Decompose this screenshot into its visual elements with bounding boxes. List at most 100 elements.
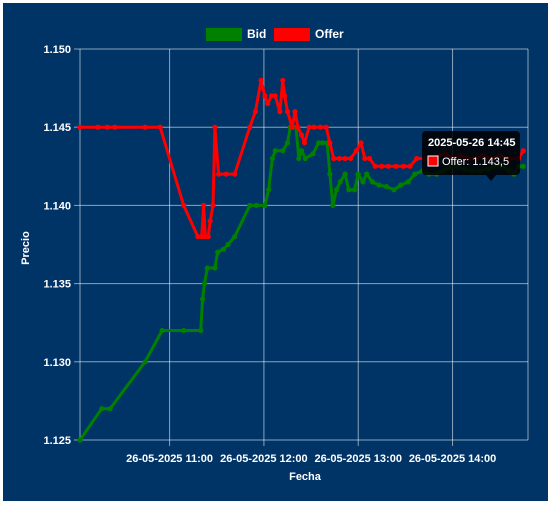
data-point[interactable] (268, 93, 275, 99)
data-point[interactable] (353, 148, 359, 154)
data-point[interactable] (366, 155, 373, 162)
data-point[interactable] (284, 140, 291, 146)
data-point[interactable] (369, 179, 375, 185)
data-point[interactable] (199, 234, 205, 240)
data-point[interactable] (207, 218, 213, 224)
data-point[interactable] (181, 202, 187, 208)
data-point[interactable] (292, 109, 298, 115)
data-point[interactable] (200, 296, 206, 302)
data-point[interactable] (379, 163, 385, 169)
data-point[interactable] (333, 187, 340, 193)
legend-swatch-offer[interactable] (274, 28, 310, 41)
data-point[interactable] (266, 187, 272, 193)
data-point[interactable] (337, 179, 343, 185)
data-point[interactable] (280, 77, 286, 83)
data-point[interactable] (360, 179, 366, 185)
data-point[interactable] (205, 234, 211, 240)
data-point[interactable] (277, 109, 283, 115)
legend-swatch-bid[interactable] (206, 28, 242, 41)
data-point[interactable] (104, 124, 110, 130)
data-point[interactable] (201, 202, 207, 208)
data-point[interactable] (414, 155, 420, 162)
data-point[interactable] (310, 151, 316, 157)
data-point[interactable] (142, 124, 148, 130)
data-point[interactable] (342, 155, 348, 162)
data-point[interactable] (330, 202, 336, 208)
data-point[interactable] (336, 155, 342, 162)
data-point[interactable] (225, 241, 231, 248)
data-point[interactable] (355, 171, 361, 177)
data-point[interactable] (212, 124, 218, 130)
data-point[interactable] (77, 437, 83, 443)
data-point[interactable] (212, 265, 218, 271)
data-point[interactable] (299, 148, 305, 154)
data-point[interactable] (301, 140, 308, 146)
data-point[interactable] (385, 163, 391, 169)
data-point[interactable] (198, 327, 204, 334)
data-point[interactable] (99, 406, 105, 412)
data-point[interactable] (289, 124, 295, 130)
data-point[interactable] (232, 234, 238, 240)
data-point[interactable] (319, 140, 325, 146)
data-point[interactable] (247, 202, 253, 208)
data-point[interactable] (201, 281, 208, 287)
data-point[interactable] (262, 93, 268, 99)
data-point[interactable] (215, 249, 221, 255)
legend-label-bid[interactable]: Bid (247, 27, 266, 41)
data-point[interactable] (216, 171, 222, 177)
data-point[interactable] (280, 148, 286, 154)
data-point[interactable] (376, 182, 382, 188)
data-point[interactable] (358, 140, 364, 146)
data-point[interactable] (327, 140, 333, 146)
data-point[interactable] (253, 202, 259, 208)
data-point[interactable] (272, 93, 278, 99)
data-point[interactable] (77, 124, 83, 130)
data-point[interactable] (107, 406, 113, 412)
data-point[interactable] (372, 163, 378, 169)
data-point[interactable] (362, 155, 368, 162)
data-point[interactable] (265, 101, 271, 107)
data-point[interactable] (295, 124, 301, 130)
data-point[interactable] (272, 148, 278, 154)
data-point[interactable] (316, 140, 322, 146)
data-point[interactable] (296, 155, 302, 162)
legend-label-offer[interactable]: Offer (315, 27, 344, 41)
data-point[interactable] (348, 155, 354, 162)
data-point[interactable] (327, 171, 333, 177)
data-point[interactable] (269, 155, 275, 162)
data-point[interactable] (351, 187, 358, 193)
data-point[interactable] (157, 124, 163, 130)
data-point[interactable] (342, 171, 348, 177)
data-point[interactable] (112, 124, 118, 130)
data-point[interactable] (232, 171, 238, 177)
data-point[interactable] (302, 155, 308, 162)
data-point[interactable] (220, 246, 226, 252)
data-point[interactable] (400, 163, 407, 169)
data-point[interactable] (262, 202, 268, 208)
data-point[interactable] (284, 109, 291, 115)
data-point[interactable] (520, 163, 526, 169)
data-point[interactable] (204, 265, 210, 271)
data-point[interactable] (317, 124, 324, 130)
data-point[interactable] (383, 184, 390, 190)
data-point[interactable] (331, 155, 337, 162)
data-point[interactable] (195, 234, 201, 240)
data-point[interactable] (181, 327, 187, 334)
data-point[interactable] (282, 93, 288, 99)
data-point[interactable] (258, 77, 264, 83)
data-point[interactable] (142, 359, 148, 365)
data-point[interactable] (407, 163, 413, 169)
data-point[interactable] (391, 187, 397, 193)
data-point[interactable] (393, 163, 399, 169)
data-point[interactable] (311, 124, 317, 130)
data-point[interactable] (405, 179, 411, 185)
data-point[interactable] (95, 124, 101, 130)
data-point[interactable] (412, 171, 418, 177)
data-point[interactable] (223, 171, 229, 177)
data-point[interactable] (159, 327, 165, 334)
data-point[interactable] (210, 202, 216, 208)
data-point[interactable] (364, 171, 370, 177)
data-point[interactable] (398, 182, 404, 188)
data-point[interactable] (323, 124, 329, 130)
data-point[interactable] (247, 124, 253, 130)
